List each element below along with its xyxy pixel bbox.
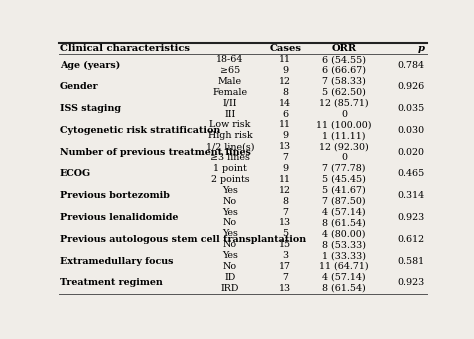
Text: 17: 17 (279, 262, 291, 271)
Text: 6 (54.55): 6 (54.55) (322, 55, 366, 64)
Text: 8 (61.54): 8 (61.54) (322, 218, 366, 227)
Text: 13: 13 (279, 284, 291, 293)
Text: 13: 13 (279, 218, 291, 227)
Text: 18-64: 18-64 (216, 55, 244, 64)
Text: 12: 12 (279, 77, 291, 86)
Text: 15: 15 (279, 240, 291, 249)
Text: Yes: Yes (222, 207, 238, 217)
Text: 0.923: 0.923 (398, 213, 425, 222)
Text: No: No (223, 262, 237, 271)
Text: 0.926: 0.926 (398, 82, 425, 91)
Text: ≥65: ≥65 (220, 66, 240, 75)
Text: 8 (61.54): 8 (61.54) (322, 284, 366, 293)
Text: 8: 8 (282, 88, 288, 97)
Text: Clinical characteristics: Clinical characteristics (60, 44, 190, 53)
Text: 7: 7 (282, 153, 288, 162)
Text: 0.465: 0.465 (398, 170, 425, 178)
Text: No: No (223, 240, 237, 249)
Text: 1 (11.11): 1 (11.11) (322, 131, 366, 140)
Text: 0.030: 0.030 (398, 126, 425, 135)
Text: No: No (223, 218, 237, 227)
Text: IRD: IRD (221, 284, 239, 293)
Text: 6: 6 (282, 109, 288, 119)
Text: Treatment regimen: Treatment regimen (60, 278, 163, 287)
Text: 0: 0 (341, 109, 347, 119)
Text: Previous autologous stem cell transplantation: Previous autologous stem cell transplant… (60, 235, 306, 244)
Text: 1 point: 1 point (213, 164, 247, 173)
Text: Male: Male (218, 77, 242, 86)
Text: Previous lenalidomide: Previous lenalidomide (60, 213, 178, 222)
Text: Yes: Yes (222, 229, 238, 238)
Text: 0.784: 0.784 (398, 61, 425, 69)
Text: Number of previous treatment lines: Number of previous treatment lines (60, 148, 251, 157)
Text: 0.581: 0.581 (398, 257, 425, 265)
Text: Low risk: Low risk (210, 120, 251, 129)
Text: ECOG: ECOG (60, 170, 91, 178)
Text: 11: 11 (279, 120, 291, 129)
Text: ISS staging: ISS staging (60, 104, 121, 113)
Text: 11 (64.71): 11 (64.71) (319, 262, 369, 271)
Text: 12 (85.71): 12 (85.71) (319, 99, 369, 108)
Text: 7: 7 (282, 273, 288, 282)
Text: 0.612: 0.612 (398, 235, 425, 244)
Text: Cases: Cases (269, 44, 301, 53)
Text: Yes: Yes (222, 186, 238, 195)
Text: Extramedullary focus: Extramedullary focus (60, 257, 173, 265)
Text: 5: 5 (282, 229, 288, 238)
Text: ID: ID (225, 273, 236, 282)
Text: p: p (418, 44, 425, 53)
Text: 0.923: 0.923 (398, 278, 425, 287)
Text: Female: Female (212, 88, 247, 97)
Text: ORR: ORR (331, 44, 356, 53)
Text: 0.035: 0.035 (398, 104, 425, 113)
Text: 5 (41.67): 5 (41.67) (322, 186, 366, 195)
Text: 12: 12 (279, 186, 291, 195)
Text: 5 (45.45): 5 (45.45) (322, 175, 366, 184)
Text: 0.020: 0.020 (398, 148, 425, 157)
Text: 7: 7 (282, 207, 288, 217)
Text: 4 (57.14): 4 (57.14) (322, 207, 366, 217)
Text: Previous bortezomib: Previous bortezomib (60, 191, 170, 200)
Text: ≥3 lines: ≥3 lines (210, 153, 250, 162)
Text: 4 (57.14): 4 (57.14) (322, 273, 366, 282)
Text: 7 (58.33): 7 (58.33) (322, 77, 366, 86)
Text: 2 points: 2 points (211, 175, 249, 184)
Text: 11 (100.00): 11 (100.00) (316, 120, 372, 129)
Text: 0: 0 (341, 153, 347, 162)
Text: 14: 14 (279, 99, 291, 108)
Text: 12 (92.30): 12 (92.30) (319, 142, 369, 151)
Text: 5 (62.50): 5 (62.50) (322, 88, 366, 97)
Text: 11: 11 (279, 55, 291, 64)
Text: 11: 11 (279, 175, 291, 184)
Text: 1/2 line(s): 1/2 line(s) (206, 142, 255, 151)
Text: No: No (223, 197, 237, 206)
Text: 8: 8 (282, 197, 288, 206)
Text: 7 (87.50): 7 (87.50) (322, 197, 366, 206)
Text: Age (years): Age (years) (60, 60, 120, 69)
Text: III: III (225, 109, 236, 119)
Text: Cytogenetic risk stratification: Cytogenetic risk stratification (60, 126, 220, 135)
Text: 0.314: 0.314 (398, 191, 425, 200)
Text: 1 (33.33): 1 (33.33) (322, 251, 366, 260)
Text: 13: 13 (279, 142, 291, 151)
Text: 3: 3 (282, 251, 288, 260)
Text: I/II: I/II (223, 99, 237, 108)
Text: 8 (53.33): 8 (53.33) (322, 240, 366, 249)
Text: 9: 9 (282, 66, 288, 75)
Text: Gender: Gender (60, 82, 99, 91)
Text: High risk: High risk (208, 131, 252, 140)
Text: 9: 9 (282, 131, 288, 140)
Text: 9: 9 (282, 164, 288, 173)
Text: 6 (66.67): 6 (66.67) (322, 66, 366, 75)
Text: 7 (77.78): 7 (77.78) (322, 164, 366, 173)
Text: 4 (80.00): 4 (80.00) (322, 229, 366, 238)
Text: Yes: Yes (222, 251, 238, 260)
